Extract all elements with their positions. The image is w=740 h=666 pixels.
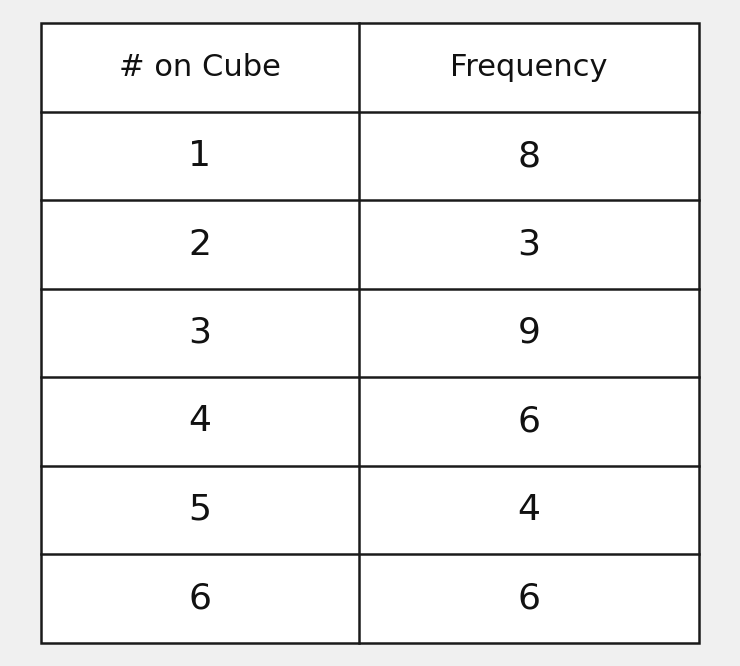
Text: # on Cube: # on Cube [119, 53, 280, 82]
Bar [41, 23, 699, 643]
Bar [41, 23, 699, 643]
Text: 8: 8 [517, 139, 541, 173]
Text: 4: 4 [188, 404, 212, 438]
Text: 6: 6 [517, 404, 541, 438]
Text: 5: 5 [188, 493, 212, 527]
Text: 3: 3 [188, 316, 212, 350]
Text: 6: 6 [517, 581, 541, 615]
Text: 1: 1 [188, 139, 212, 173]
Text: 6: 6 [188, 581, 212, 615]
Text: 3: 3 [517, 228, 541, 262]
Text: 9: 9 [518, 316, 540, 350]
Text: Frequency: Frequency [451, 53, 608, 82]
Text: 4: 4 [517, 493, 541, 527]
Text: 2: 2 [188, 228, 212, 262]
